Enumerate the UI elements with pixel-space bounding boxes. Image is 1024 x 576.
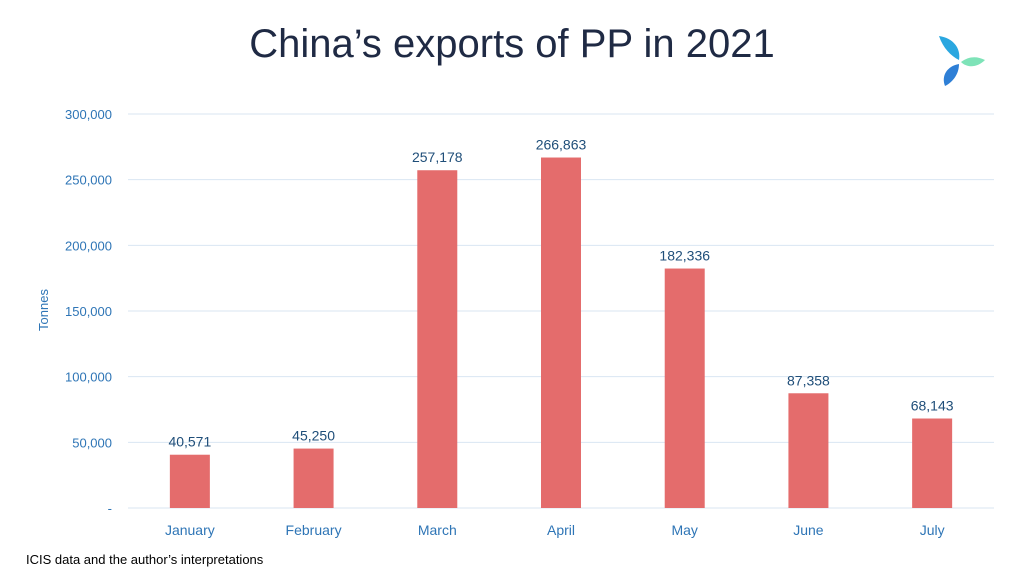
x-category-label: April [547,522,575,538]
data-label: 40,571 [168,434,211,450]
bar [788,393,829,508]
y-tick-label: 300,000 [65,107,112,122]
y-tick-label: 250,000 [65,173,112,188]
y-tick-label: 150,000 [65,304,112,319]
x-category-label: May [671,522,697,538]
x-category-label: January [165,522,215,538]
x-axis-categories: January February March April May June July [165,522,945,538]
bar [169,454,210,508]
chart-title: China’s exports of PP in 2021 [249,22,775,66]
source-note: ICIS data and the author’s interpretatio… [26,552,264,567]
x-category-label: March [418,522,457,538]
x-category-label: July [920,522,945,538]
bar [912,418,953,508]
data-label: 257,178 [412,149,463,165]
data-label: 87,358 [787,372,830,388]
y-tick-label: 100,000 [65,370,112,385]
bar [293,448,334,508]
data-label: 45,250 [292,428,335,444]
bar [417,170,458,508]
data-label: 266,863 [536,137,587,153]
y-axis-label: Tonnes [36,289,51,331]
data-label: 182,336 [659,248,710,264]
y-tick-label: 200,000 [65,238,112,253]
bar [541,157,581,508]
x-category-label: June [793,522,824,538]
y-tick-label: - [108,501,112,516]
bar [664,268,705,508]
y-axis-ticks: - 50,000 100,000 150,000 200,000 250,000 300,0… [65,107,112,516]
data-label: 68,143 [911,398,954,414]
x-category-label: February [286,522,342,538]
bars [169,157,953,508]
data-labels: 40,571 45,250 257,178 266,863 182,336 87,358 6… [168,137,953,450]
icis-logo-icon [939,36,985,86]
y-tick-label: 50,000 [72,435,112,450]
